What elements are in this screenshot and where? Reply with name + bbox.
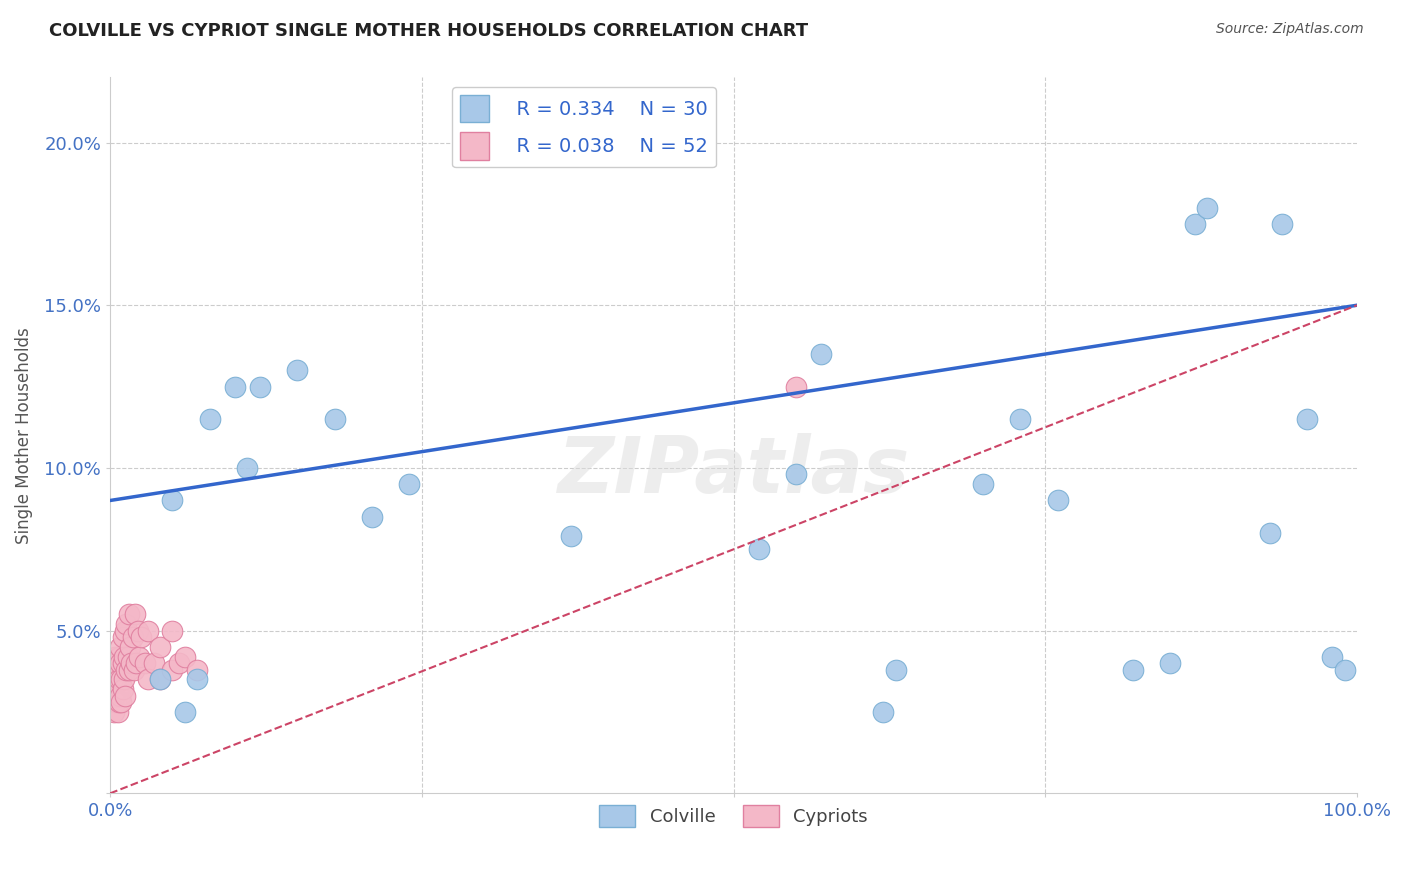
Text: ZIPatlas: ZIPatlas <box>557 434 910 509</box>
Point <box>174 649 197 664</box>
Point <box>1122 663 1144 677</box>
Point <box>1197 201 1219 215</box>
Point <box>884 663 907 677</box>
Point <box>136 624 159 638</box>
Legend: Colville, Cypriots: Colville, Cypriots <box>592 798 875 834</box>
Point <box>105 656 128 670</box>
Point <box>186 663 208 677</box>
Point <box>103 656 125 670</box>
Point <box>323 412 346 426</box>
Point <box>134 656 156 670</box>
Point <box>122 663 145 677</box>
Point <box>117 649 139 664</box>
Point <box>107 705 129 719</box>
Point <box>107 663 129 677</box>
Point <box>108 673 131 687</box>
Point <box>108 695 131 709</box>
Point <box>112 649 135 664</box>
Point <box>1184 217 1206 231</box>
Point <box>149 640 172 654</box>
Point <box>121 630 143 644</box>
Point <box>120 640 142 654</box>
Point <box>186 673 208 687</box>
Point <box>103 705 125 719</box>
Point <box>1159 656 1181 670</box>
Point <box>104 689 127 703</box>
Point <box>118 663 141 677</box>
Point <box>747 542 769 557</box>
Point <box>124 607 146 622</box>
Text: Source: ZipAtlas.com: Source: ZipAtlas.com <box>1216 22 1364 37</box>
Point <box>114 624 136 638</box>
Point <box>112 673 135 687</box>
Point <box>128 649 150 664</box>
Point <box>1010 412 1032 426</box>
Point <box>131 630 153 644</box>
Point <box>1296 412 1319 426</box>
Point <box>224 379 246 393</box>
Point <box>149 673 172 687</box>
Point <box>810 347 832 361</box>
Point <box>167 656 190 670</box>
Point <box>361 509 384 524</box>
Point <box>872 705 894 719</box>
Point <box>560 529 582 543</box>
Point <box>108 649 131 664</box>
Point <box>108 656 131 670</box>
Point <box>111 630 134 644</box>
Point <box>1333 663 1355 677</box>
Point <box>114 689 136 703</box>
Text: COLVILLE VS CYPRIOT SINGLE MOTHER HOUSEHOLDS CORRELATION CHART: COLVILLE VS CYPRIOT SINGLE MOTHER HOUSEH… <box>49 22 808 40</box>
Point <box>285 363 308 377</box>
Point <box>108 689 131 703</box>
Y-axis label: Single Mother Households: Single Mother Households <box>15 327 32 544</box>
Point <box>1046 493 1069 508</box>
Point <box>174 705 197 719</box>
Point <box>162 663 184 677</box>
Point <box>110 695 132 709</box>
Point <box>136 673 159 687</box>
Point <box>1258 526 1281 541</box>
Point <box>127 624 149 638</box>
Point <box>111 656 134 670</box>
Point <box>118 607 141 622</box>
Point <box>101 673 124 687</box>
Point <box>108 640 131 654</box>
Point <box>972 477 994 491</box>
Point <box>142 656 165 670</box>
Point <box>1320 649 1343 664</box>
Point <box>198 412 221 426</box>
Point <box>107 682 129 697</box>
Point <box>149 673 172 687</box>
Point <box>125 656 148 670</box>
Point <box>110 673 132 687</box>
Point <box>398 477 420 491</box>
Point <box>162 624 184 638</box>
Point <box>120 656 142 670</box>
Point <box>1271 217 1294 231</box>
Point <box>236 461 259 475</box>
Point <box>115 617 138 632</box>
Point <box>105 673 128 687</box>
Point <box>105 695 128 709</box>
Point <box>249 379 271 393</box>
Point <box>111 682 134 697</box>
Point <box>104 649 127 664</box>
Point <box>785 467 807 482</box>
Point <box>785 379 807 393</box>
Point <box>115 663 138 677</box>
Point <box>162 493 184 508</box>
